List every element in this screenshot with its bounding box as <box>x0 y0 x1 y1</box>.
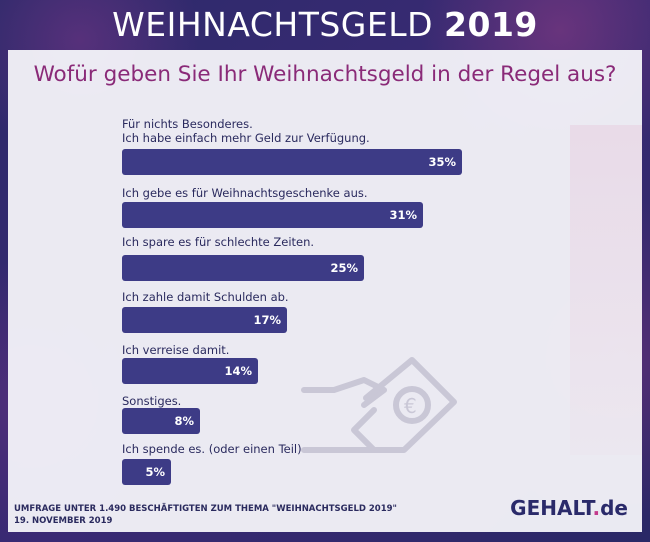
category-label: Ich spende es. (oder einen Teil) <box>122 442 302 456</box>
bar: 8% <box>122 408 200 434</box>
money-hand-icon: € <box>301 357 457 453</box>
category-label: Ich zahle damit Schulden ab. <box>122 290 289 304</box>
bar: 25% <box>122 255 364 281</box>
content-panel: Wofür geben Sie Ihr Weihnachtsgeld in de… <box>8 50 642 532</box>
category-label-line: Ich verreise damit. <box>122 343 230 357</box>
category-label-line: Ich spende es. (oder einen Teil) <box>122 442 302 456</box>
bar: 31% <box>122 202 423 228</box>
category-label-line: Ich gebe es für Weihnachtsgeschenke aus. <box>122 186 368 200</box>
category-label: Ich verreise damit. <box>122 343 229 357</box>
bar-value-label: 17% <box>253 313 281 327</box>
bar-value-label: 35% <box>428 155 456 169</box>
gehalt-logo: GEHALT.de <box>510 496 628 520</box>
source-line-2: 19. NOVEMBER 2019 <box>14 516 113 526</box>
category-label: Sonstiges. <box>122 394 181 408</box>
survey-question: Wofür geben Sie Ihr Weihnachtsgeld in de… <box>33 62 617 87</box>
bar: 5% <box>122 459 171 485</box>
bar-value-label: 14% <box>224 364 252 378</box>
bar-value-label: 8% <box>174 414 194 428</box>
bar: 17% <box>122 307 287 333</box>
logo-suffix: de <box>600 496 628 520</box>
bar: 14% <box>122 358 258 384</box>
bar-value-label: 25% <box>330 261 358 275</box>
category-label-line: Ich habe einfach mehr Geld zur Verfügung… <box>122 131 370 145</box>
category-label: Ich spare es für schlechte Zeiten. <box>122 235 314 249</box>
bar: 35% <box>122 149 462 175</box>
bar-value-label: 5% <box>145 465 165 479</box>
category-label: Ich gebe es für Weihnachtsgeschenke aus. <box>122 186 368 200</box>
decorative-image <box>570 125 642 455</box>
svg-text:€: € <box>404 394 417 418</box>
logo-dot: . <box>592 496 601 520</box>
logo-main: GEHALT <box>510 496 593 520</box>
category-label-line: Sonstiges. <box>122 394 182 408</box>
title-year: 2019 <box>444 5 538 44</box>
title-main: WEIHNACHTSGELD <box>112 5 434 44</box>
category-label-line: Ich zahle damit Schulden ab. <box>122 290 289 304</box>
source-line-1: UMFRAGE UNTER 1.490 BESCHÄFTIGTEN ZUM TH… <box>14 504 397 514</box>
source-note: UMFRAGE UNTER 1.490 BESCHÄFTIGTEN ZUM TH… <box>14 503 397 527</box>
category-label: Für nichts Besonderes. Ich habe einfach m… <box>122 117 370 145</box>
bar-value-label: 31% <box>389 208 417 222</box>
infographic-title: WEIHNACHTSGELD 2019 <box>0 0 650 50</box>
category-label-line: Ich spare es für schlechte Zeiten. <box>122 235 315 249</box>
category-label-line: Für nichts Besonderes. <box>122 117 253 131</box>
